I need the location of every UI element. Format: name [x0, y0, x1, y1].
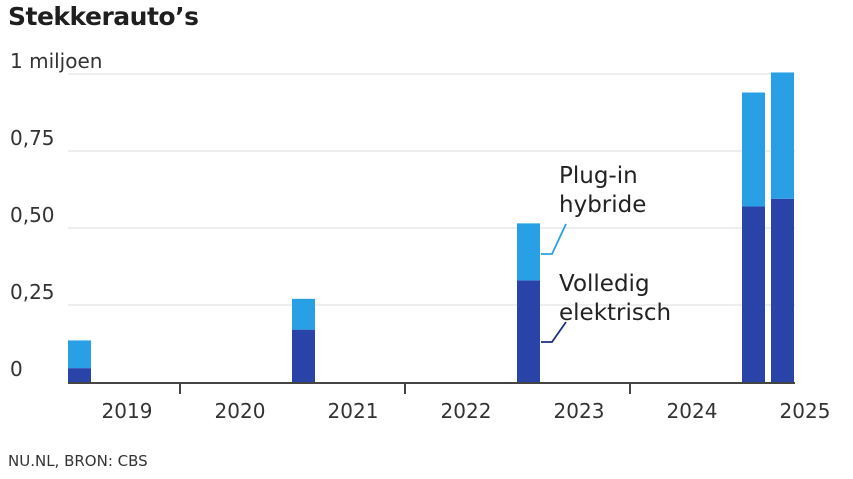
x-tick-label: 2025: [780, 399, 831, 423]
x-tick-label: 2019: [102, 399, 153, 423]
bar-plug-in-hybride: [292, 298, 315, 330]
bars: [68, 72, 794, 382]
x-tick-label: 2024: [667, 399, 718, 423]
series-annotations: Plug-in hybride Volledig elektrisch: [541, 163, 671, 343]
bar-plug-in-hybride: [771, 72, 794, 199]
bar-volledig-elektrisch: [742, 206, 765, 382]
y-tick-label: 0,75: [10, 126, 55, 150]
x-axis-tick-labels: 2019 2020 2021 2022 2023 2024 2025: [102, 399, 831, 423]
bar-volledig-elektrisch: [292, 329, 315, 382]
y-axis-tick-labels: 0 0,25 0,50 0,75 1 miljoen: [10, 49, 102, 381]
annotation-leader-elektrisch: [541, 321, 567, 343]
x-tick-label: 2022: [441, 399, 492, 423]
y-tick-label: 0,50: [10, 203, 55, 227]
annotation-leader-hybride: [541, 223, 567, 255]
bar-plug-in-hybride: [517, 223, 540, 281]
bar-volledig-elektrisch: [517, 280, 540, 382]
series-annotation-label: Plug-in: [559, 163, 638, 189]
y-tick-label: 0: [10, 357, 23, 381]
chart-title: Stekkerauto’s: [8, 2, 199, 31]
x-tick-label: 2021: [328, 399, 379, 423]
gridlines: [68, 73, 795, 306]
x-tick-label: 2023: [554, 399, 605, 423]
source-credit: NU.NL, BRON: CBS: [8, 452, 148, 470]
series-annotation-label: Volledig: [559, 271, 650, 297]
bar-plug-in-hybride: [742, 92, 765, 207]
bar-volledig-elektrisch: [771, 198, 794, 382]
series-annotation-label: elektrisch: [559, 300, 671, 326]
y-tick-label: 1 miljoen: [10, 49, 102, 73]
bar-plug-in-hybride: [68, 340, 91, 369]
x-tick-label: 2020: [215, 399, 266, 423]
bar-volledig-elektrisch: [68, 368, 91, 382]
y-tick-label: 0,25: [10, 280, 55, 304]
x-axis: [68, 382, 795, 394]
series-annotation-label: hybride: [559, 192, 646, 218]
